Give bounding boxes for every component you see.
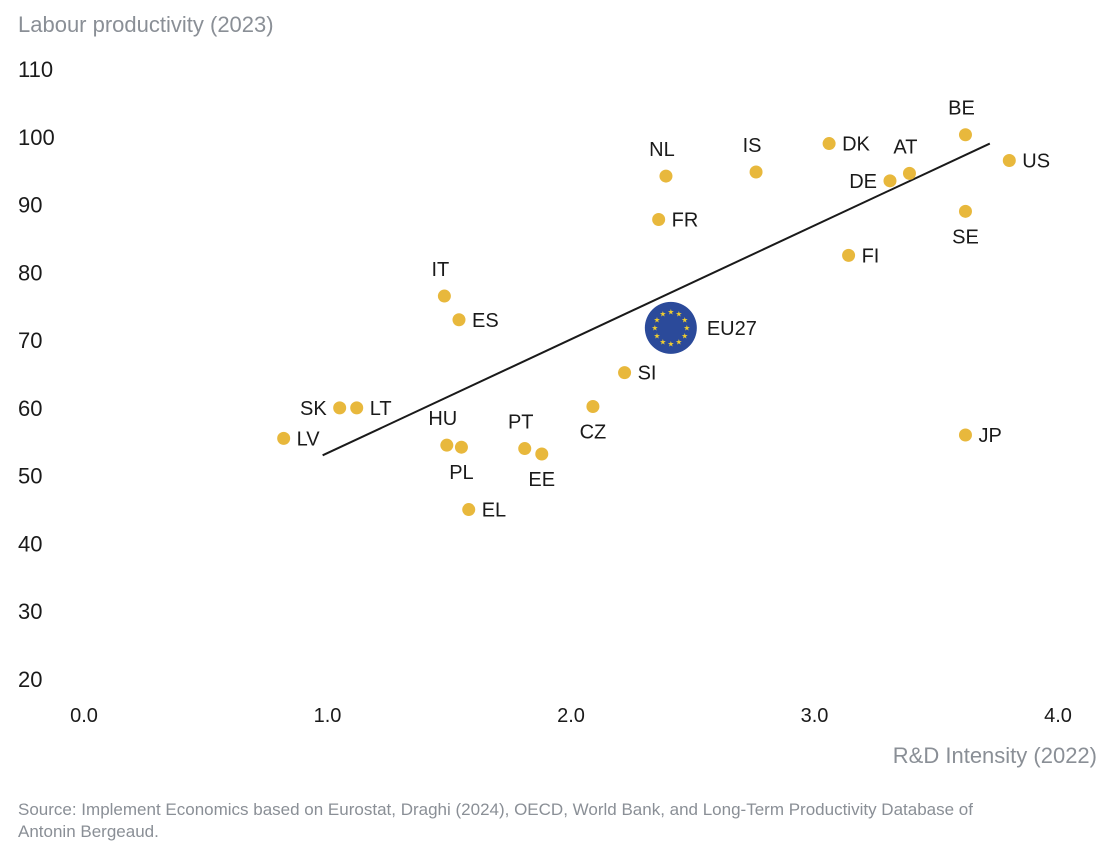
point-label-hu: HU: [428, 408, 457, 430]
data-point-fr: [652, 212, 666, 226]
point-label-lv: LV: [297, 428, 321, 450]
data-point-cz: [586, 400, 600, 414]
point-label-ee: EE: [528, 469, 555, 491]
data-point-lv: [277, 431, 291, 445]
data-point-nl: [659, 169, 673, 183]
eu-star-icon: ★: [651, 324, 658, 333]
data-point-sk: [333, 401, 347, 415]
point-label-se: SE: [952, 226, 979, 248]
point-label-el: EL: [482, 500, 506, 522]
x-tick-label: 0.0: [70, 705, 98, 727]
point-label-at: AT: [893, 136, 917, 158]
point-label-fr: FR: [672, 209, 699, 231]
data-point-at: [902, 166, 916, 180]
point-label-si: SI: [638, 363, 657, 385]
data-point-si: [618, 366, 632, 380]
point-label-us: US: [1022, 151, 1050, 173]
data-point-dk: [822, 137, 836, 151]
data-point-be: [958, 128, 972, 142]
data-point-es: [452, 313, 466, 327]
point-label-it: IT: [431, 259, 449, 281]
x-axis-title: R&D Intensity (2022): [893, 743, 1097, 768]
x-tick-label: 4.0: [1044, 705, 1072, 727]
data-point-ee: [535, 447, 549, 461]
point-label-eu27: EU27: [707, 318, 757, 340]
point-label-pl: PL: [449, 462, 473, 484]
data-point-lt: [350, 401, 364, 415]
data-point-pl: [454, 440, 468, 454]
y-tick-label: 80: [18, 260, 42, 285]
y-axis-title: Labour productivity (2023): [18, 12, 274, 37]
data-point-fi: [842, 248, 856, 262]
point-label-fi: FI: [862, 245, 880, 267]
eu-star-icon: ★: [659, 337, 666, 346]
data-point-is: [749, 165, 763, 179]
eu-star-icon: ★: [654, 332, 661, 341]
point-label-es: ES: [472, 310, 499, 332]
data-point-jp: [958, 428, 972, 442]
eu-star-icon: ★: [659, 310, 666, 319]
point-label-de: DE: [849, 171, 877, 193]
point-label-be: BE: [948, 98, 975, 120]
point-label-cz: CZ: [580, 422, 607, 444]
data-point-pt: [518, 442, 532, 456]
data-point-hu: [440, 438, 454, 452]
data-point-de: [883, 174, 897, 188]
trend-line: [322, 142, 991, 457]
eu-star-icon: ★: [675, 337, 682, 346]
eu-star-icon: ★: [667, 340, 674, 349]
point-label-lt: LT: [370, 398, 392, 420]
x-tick-label: 3.0: [801, 705, 829, 727]
data-point-us: [1002, 154, 1016, 167]
data-point-it: [437, 289, 451, 303]
point-label-sk: SK: [300, 398, 327, 420]
y-tick-label: 40: [18, 531, 42, 556]
point-label-nl: NL: [649, 139, 675, 161]
eu-star-icon: ★: [675, 310, 682, 319]
y-tick-label: 50: [18, 464, 42, 489]
point-label-is: IS: [743, 135, 762, 157]
x-tick-label: 1.0: [314, 705, 342, 727]
x-tick-label: 2.0: [557, 705, 585, 727]
y-tick-label: 70: [18, 328, 42, 353]
eu-flag-circle: [644, 301, 697, 354]
y-tick-label: 20: [18, 667, 42, 692]
eu-star-icon: ★: [667, 308, 674, 317]
point-label-pt: PT: [508, 412, 534, 434]
eu-star-icon: ★: [683, 324, 690, 333]
y-tick-label: 100: [18, 125, 55, 150]
data-point-el: [462, 503, 476, 517]
point-label-dk: DK: [842, 134, 870, 156]
source-note: Source: Implement Economics based on Eur…: [18, 800, 973, 841]
eu-star-icon: ★: [681, 316, 688, 325]
eu-star-icon: ★: [681, 332, 688, 341]
y-tick-label: 30: [18, 599, 42, 624]
point-label-jp: JP: [978, 425, 1001, 447]
data-point-se: [958, 204, 972, 218]
y-tick-label: 90: [18, 193, 42, 218]
y-tick-label: 110: [18, 57, 53, 82]
eu-flag-marker: ★★★★★★★★★ ★ ★★: [644, 301, 697, 354]
y-tick-label: 60: [18, 396, 42, 421]
eu-star-icon: ★: [654, 316, 661, 325]
